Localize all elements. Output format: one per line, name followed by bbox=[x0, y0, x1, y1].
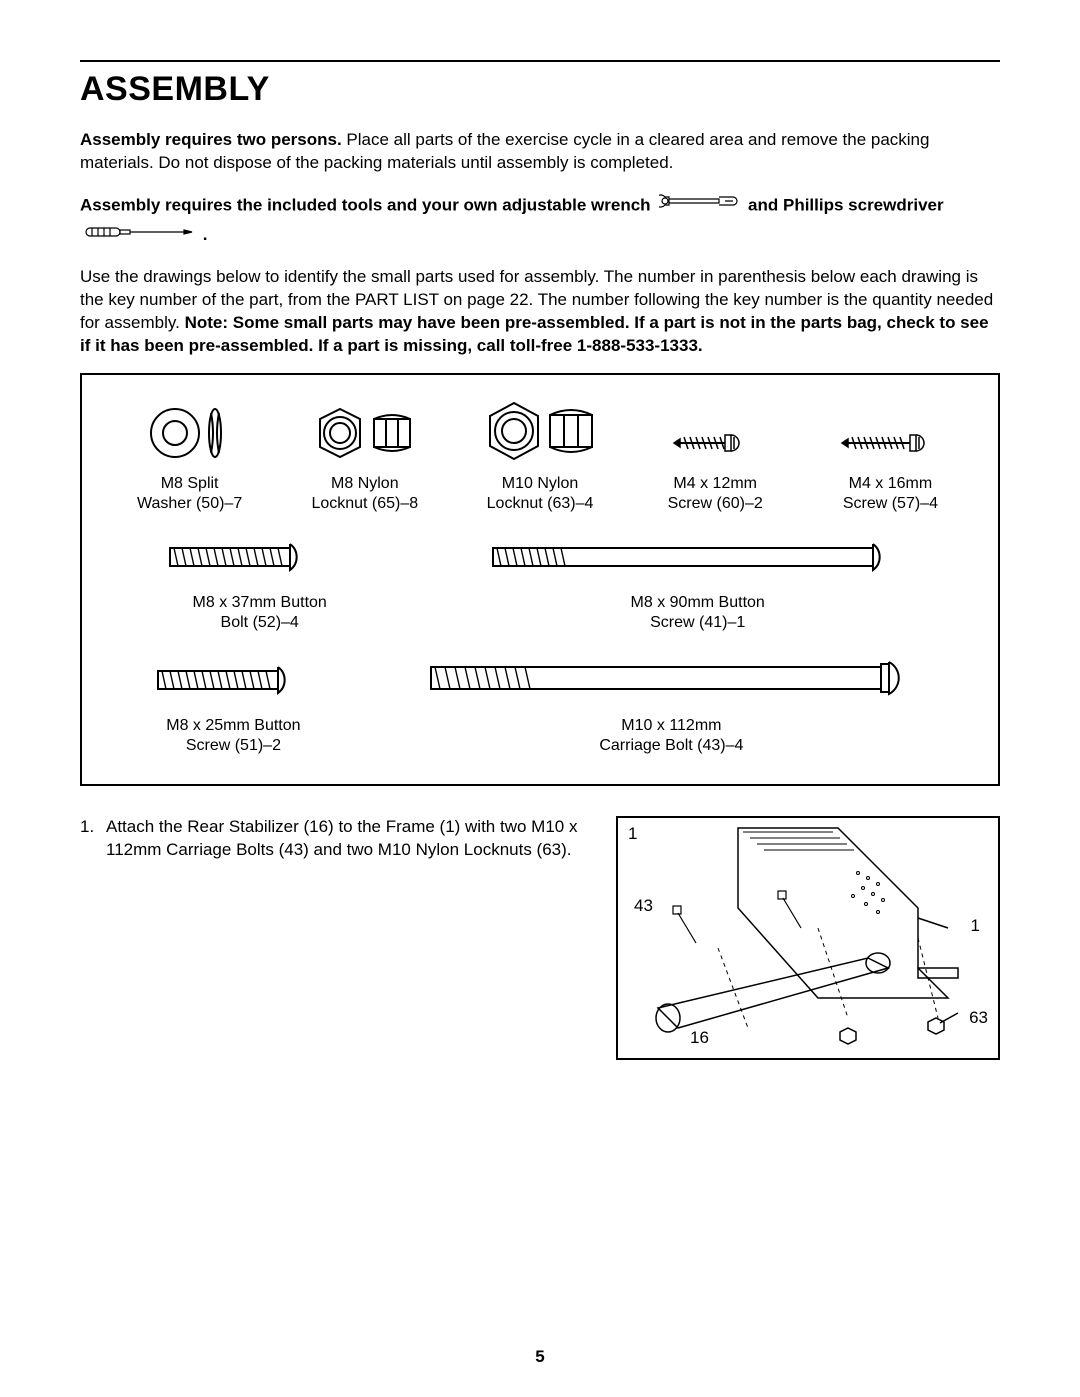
tools-paragraph: Assembly requires the included tools and… bbox=[80, 191, 1000, 250]
wrench-icon bbox=[659, 191, 739, 221]
part-label: M8 Nylon bbox=[331, 475, 399, 492]
screwdriver-icon bbox=[84, 221, 194, 250]
m8x90-screw-icon bbox=[483, 532, 913, 582]
m4x12-screw-icon bbox=[670, 423, 760, 463]
m8-locknut-icon bbox=[310, 403, 420, 463]
step-1-text: Attach the Rear Stabilizer (16) to the F… bbox=[106, 816, 596, 1060]
part-label: Screw (41)–1 bbox=[650, 614, 745, 631]
part-label: M10 x 112mm bbox=[621, 717, 721, 734]
m4x16-screw-icon bbox=[840, 423, 940, 463]
step-number: 1. bbox=[80, 816, 106, 1060]
part-label: Locknut (63)–4 bbox=[487, 495, 594, 512]
m8x37-bolt-icon bbox=[160, 532, 360, 582]
part-label: M10 Nylon bbox=[502, 475, 578, 492]
identify-paragraph: Use the drawings below to identify the s… bbox=[80, 266, 1000, 358]
page-title: ASSEMBLY bbox=[80, 70, 1000, 109]
parts-box: M8 Split Washer (50)–7 M8 Nylon Locknut (6… bbox=[80, 373, 1000, 786]
part-label: M8 x 37mm Button bbox=[193, 594, 327, 611]
intro-lead: Assembly requires two persons. bbox=[80, 130, 342, 149]
part-label: M8 Split bbox=[161, 475, 219, 492]
m8x25-screw-icon bbox=[148, 655, 318, 705]
part-label: Carriage Bolt (43)–4 bbox=[599, 737, 743, 754]
callout: 63 bbox=[969, 1008, 988, 1028]
tools-period: . bbox=[203, 225, 208, 244]
tools-part1: Assembly requires the included tools and… bbox=[80, 195, 651, 214]
page-number: 5 bbox=[0, 1347, 1080, 1367]
part-label: Washer (50)–7 bbox=[137, 495, 242, 512]
part-label: Bolt (52)–4 bbox=[221, 614, 299, 631]
part-label: Locknut (65)–8 bbox=[311, 495, 418, 512]
part-label: Screw (60)–2 bbox=[668, 495, 763, 512]
step-1: 1. Attach the Rear Stabilizer (16) to th… bbox=[80, 816, 596, 1060]
part-label: Screw (57)–4 bbox=[843, 495, 938, 512]
step-1-figure: 1 43 1 16 63 bbox=[616, 816, 1000, 1060]
part-label: M4 x 16mm bbox=[849, 475, 933, 492]
para2-bold: Note: Some small parts may have been pre… bbox=[80, 313, 989, 355]
part-label: M8 x 25mm Button bbox=[166, 717, 300, 734]
tools-part2: and Phillips screwdriver bbox=[748, 195, 944, 214]
m10x112-bolt-icon bbox=[421, 651, 921, 705]
intro-paragraph: Assembly requires two persons. Place all… bbox=[80, 129, 1000, 175]
m10-locknut-icon bbox=[480, 399, 600, 463]
callout: 1 bbox=[628, 824, 637, 844]
part-label: Screw (51)–2 bbox=[186, 737, 281, 754]
callout: 1 bbox=[971, 916, 980, 936]
split-washer-icon bbox=[145, 403, 235, 463]
part-label: M4 x 12mm bbox=[673, 475, 757, 492]
callout: 16 bbox=[690, 1028, 709, 1048]
callout: 43 bbox=[634, 896, 653, 916]
part-label: M8 x 90mm Button bbox=[631, 594, 765, 611]
